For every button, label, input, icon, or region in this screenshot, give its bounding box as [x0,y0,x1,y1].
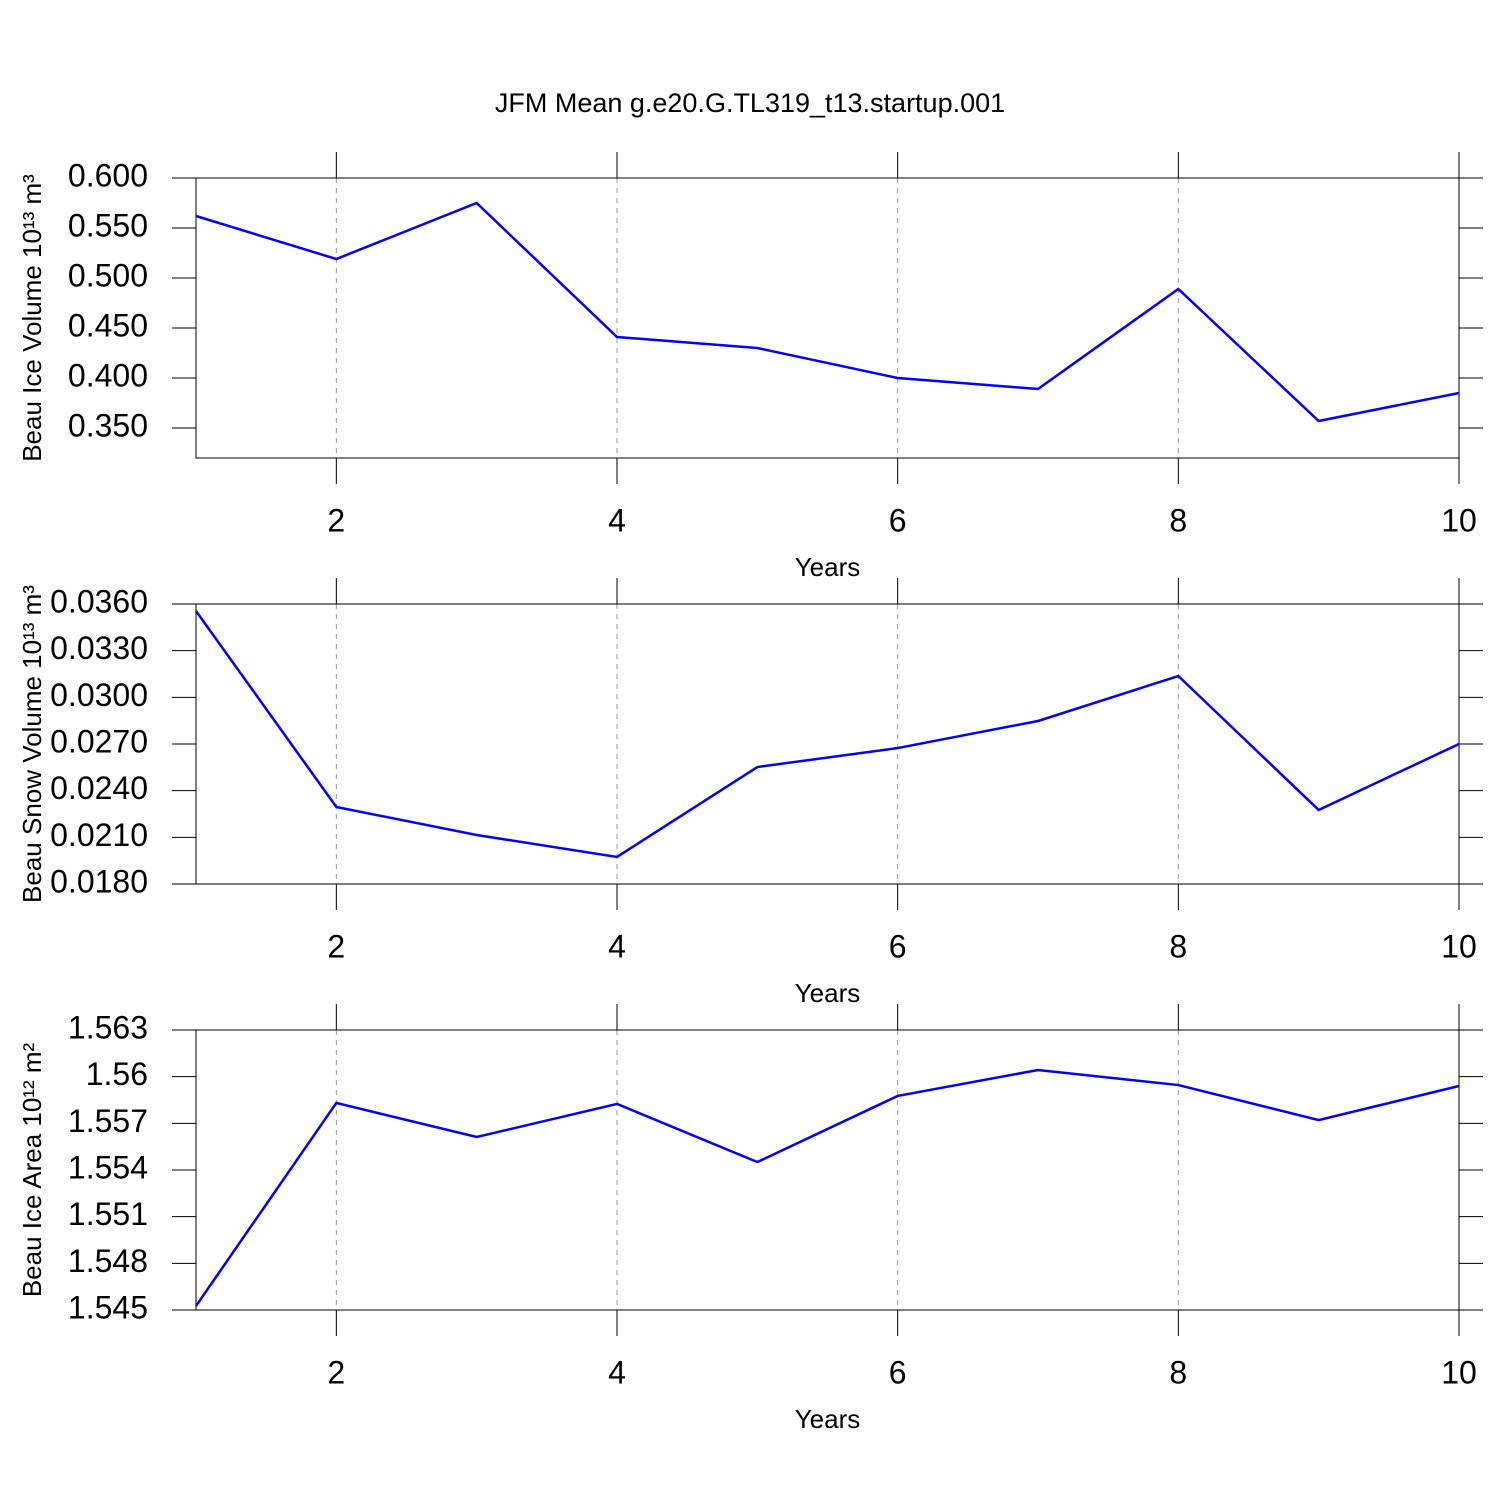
x-tick-label: 10 [1441,928,1477,964]
x-axis-label: Years [795,1404,861,1434]
y-axis-label: Beau Ice Volume 10¹³ m³ [17,174,47,462]
y-tick-label: 1.554 [68,1149,148,1185]
x-tick-label: 8 [1169,928,1187,964]
y-tick-label: 0.400 [68,357,148,393]
y-tick-label: 1.563 [68,1009,148,1045]
y-tick-label: 1.551 [68,1196,148,1232]
x-tick-label: 6 [889,1354,907,1390]
figure-title: JFM Mean g.e20.G.TL319_t13.startup.001 [495,88,1005,118]
y-tick-label: 0.350 [68,407,148,443]
x-tick-label: 4 [608,928,626,964]
data-line [194,1068,1460,1307]
y-axis-label: Beau Ice Area 10¹² m² [17,1042,47,1297]
x-tick-label: 6 [889,502,907,538]
x-tick-label: 8 [1169,1354,1187,1390]
y-tick-label: 1.56 [86,1056,148,1092]
y-axis-label: Beau Snow Volume 10¹³ m³ [17,585,47,903]
x-tick-label: 4 [608,502,626,538]
x-tick-label: 10 [1441,1354,1477,1390]
plot-frame [195,603,1460,885]
x-axis-label: Years [795,978,861,1008]
y-tick-label: 0.0270 [50,723,148,759]
x-tick-label: 2 [327,1354,345,1390]
x-axis-label: Years [795,552,861,582]
x-tick-label: 10 [1441,502,1477,538]
x-tick-label: 6 [889,928,907,964]
y-tick-label: 0.0180 [50,863,148,899]
plot-frame [195,1029,1460,1311]
y-tick-label: 1.548 [68,1243,148,1279]
y-tick-label: 0.600 [68,157,148,193]
x-tick-label: 2 [327,502,345,538]
y-tick-label: 0.500 [68,257,148,293]
y-tick-label: 0.450 [68,307,148,343]
data-line [194,610,1460,859]
y-tick-label: 1.557 [68,1103,148,1139]
y-tick-label: 0.550 [68,207,148,243]
y-tick-label: 1.545 [68,1289,148,1325]
x-tick-label: 8 [1169,502,1187,538]
plot-frame [195,177,1460,459]
y-tick-label: 0.0330 [50,630,148,666]
data-line [195,201,1460,423]
y-tick-label: 0.0360 [50,583,148,619]
x-tick-label: 4 [608,1354,626,1390]
y-tick-label: 0.0300 [50,677,148,713]
x-tick-label: 2 [327,928,345,964]
y-tick-label: 0.0210 [50,817,148,853]
y-tick-label: 0.0240 [50,770,148,806]
